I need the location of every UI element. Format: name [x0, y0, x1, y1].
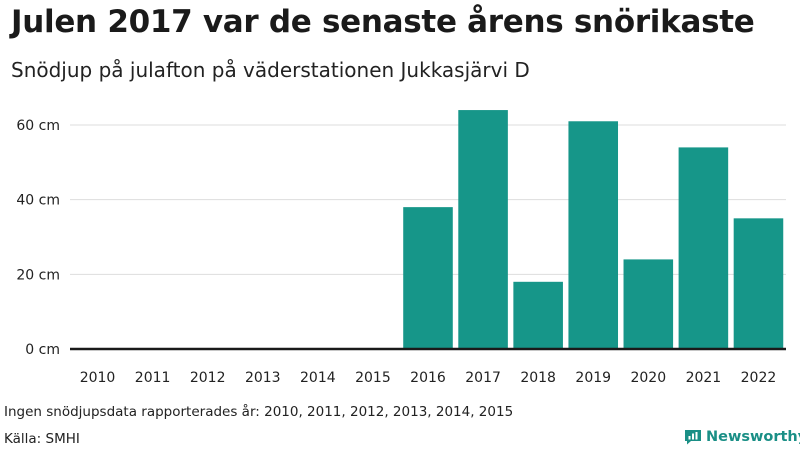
missing-data-note: Ingen snödjupsdata rapporterades år: 201… [4, 404, 514, 420]
brand-logo: Newsworthy [684, 429, 800, 445]
y-tick-label: 20 cm [16, 267, 60, 283]
x-tick-label: 2021 [686, 370, 722, 386]
x-tick-label: 2014 [300, 370, 336, 386]
bar-2017 [458, 110, 508, 349]
x-tick-label: 2019 [575, 370, 611, 386]
x-tick-label: 2015 [355, 370, 391, 386]
source-label: Källa: SMHI [4, 431, 80, 447]
x-tick-label: 2011 [135, 370, 171, 386]
bar-2019 [568, 121, 619, 350]
newsworthy-logo-icon [685, 430, 701, 445]
x-tick-label: 2022 [741, 370, 777, 386]
bar-2018 [513, 281, 563, 349]
y-tick-label: 60 cm [16, 118, 60, 134]
chart-title: Julen 2017 var de senaste årens snörikas… [11, 4, 755, 40]
chart-subtitle: Snödjup på julafton på väderstationen Ju… [11, 58, 530, 82]
bar-2022 [733, 218, 784, 349]
x-tick-label: 2013 [245, 370, 281, 386]
x-tick-label: 2010 [80, 370, 116, 386]
x-tick-label: 2020 [630, 370, 666, 386]
x-tick-label: 2017 [465, 370, 501, 386]
x-tick-label: 2016 [410, 370, 446, 386]
brand-name: Newsworthy [706, 429, 800, 445]
x-tick-label: 2018 [520, 370, 556, 386]
x-tick-label: 2012 [190, 370, 226, 386]
bar-2020 [623, 259, 674, 349]
bar-2021 [678, 147, 729, 349]
bar-2016 [403, 207, 453, 349]
y-tick-label: 40 cm [16, 193, 60, 209]
y-tick-label: 0 cm [25, 342, 60, 358]
